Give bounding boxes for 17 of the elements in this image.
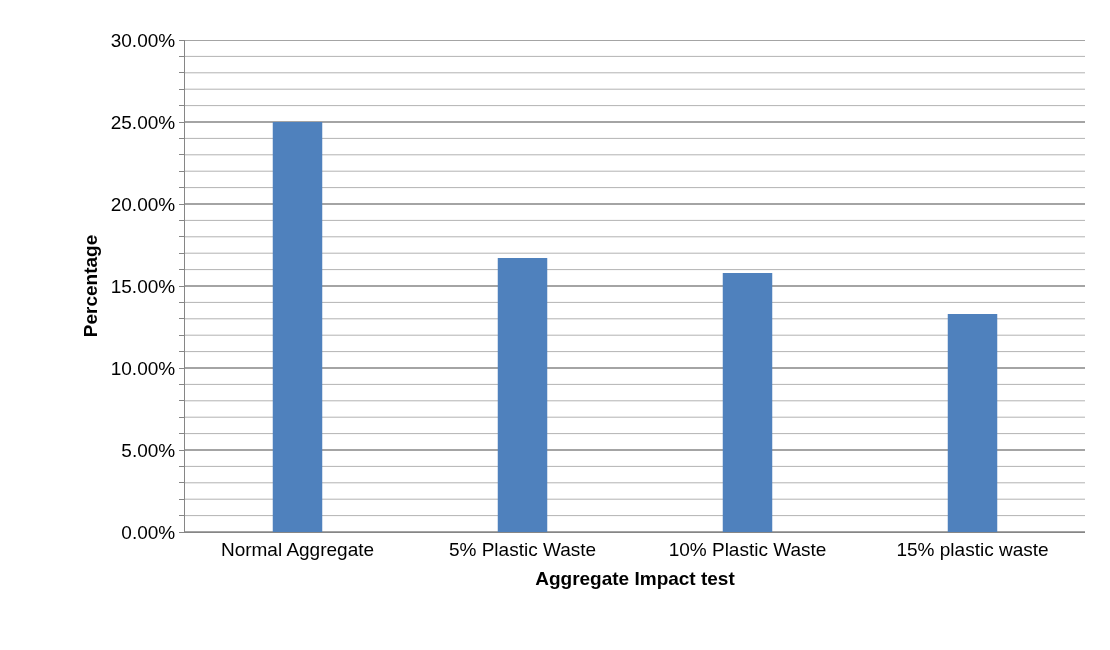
x-axis-title: Aggregate Impact test [535, 567, 736, 589]
bar [947, 313, 998, 532]
x-tick-label: Normal Aggregate [220, 538, 375, 560]
y-tick-label: 20.00% [110, 193, 176, 215]
x-tick-label: 5% Plastic Waste [448, 538, 597, 560]
x-tick-label: 10% Plastic Waste [668, 538, 827, 560]
y-tick-label: 15.00% [110, 275, 176, 297]
bar [272, 122, 323, 532]
y-axis-title: Percentage [79, 234, 101, 338]
x-tick-label: 15% plastic waste [896, 538, 1049, 560]
bar [722, 272, 773, 532]
y-tick-label: 5.00% [121, 439, 176, 461]
y-tick-label: 25.00% [110, 111, 176, 133]
bar [497, 258, 548, 532]
y-tick-label: 10.00% [110, 357, 176, 379]
y-tick-label: 30.00% [110, 29, 176, 51]
y-tick-label: 0.00% [121, 521, 176, 543]
